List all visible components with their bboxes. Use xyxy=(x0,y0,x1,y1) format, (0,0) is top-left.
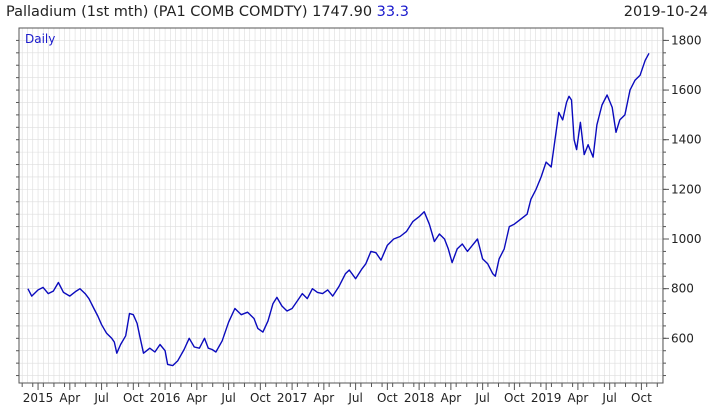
x-tick-label: 2018 xyxy=(404,391,435,405)
y-tick-label: 1400 xyxy=(671,133,702,147)
x-tick-label: Jul xyxy=(347,391,362,405)
y-tick-label: 1000 xyxy=(671,232,702,246)
chart-title: Palladium (1st mth) (PA1 COMB COMDTY) 17… xyxy=(6,4,409,20)
x-tick-label: Apr xyxy=(313,391,334,405)
chart-date: 2019-10-24 xyxy=(623,4,708,20)
x-tick-label: Apr xyxy=(568,391,589,405)
y-tick-label: 1200 xyxy=(671,182,702,196)
x-tick-label: Jul xyxy=(601,391,616,405)
x-tick-label: Apr xyxy=(59,391,80,405)
x-tick-label: Apr xyxy=(440,391,461,405)
y-tick-label: 600 xyxy=(671,331,694,345)
x-tick-label: Jul xyxy=(220,391,235,405)
x-tick-label: 2017 xyxy=(277,391,308,405)
axis-labels: 600 800 1000 1200 1400 1600 1800 2015 Apr Jul Oct 2… xyxy=(23,33,702,405)
x-tick-label: Oct xyxy=(631,391,652,405)
plot-frame xyxy=(18,27,664,384)
x-tick-label: Apr xyxy=(186,391,207,405)
x-tick-label: Oct xyxy=(250,391,271,405)
x-tick-label: Oct xyxy=(123,391,144,405)
x-tick-label: Oct xyxy=(504,391,525,405)
grid-layer xyxy=(19,28,663,383)
title-text: Palladium (1st mth) (PA1 COMB COMDTY) 17… xyxy=(6,4,373,20)
x-tick-label: Jul xyxy=(474,391,489,405)
price-series-line xyxy=(27,52,650,367)
frequency-label: Daily xyxy=(25,32,55,46)
x-tick-label: 2016 xyxy=(150,391,181,405)
x-tick-label: 2015 xyxy=(23,391,54,405)
tick-layer xyxy=(16,39,669,390)
y-tick-label: 1800 xyxy=(671,33,702,47)
y-tick-label: 1600 xyxy=(671,83,702,97)
x-tick-label: Oct xyxy=(377,391,398,405)
x-tick-label: Jul xyxy=(93,391,108,405)
price-change: 33.3 xyxy=(376,4,409,20)
y-tick-label: 800 xyxy=(671,282,694,296)
x-tick-label: 2019 xyxy=(531,391,562,405)
